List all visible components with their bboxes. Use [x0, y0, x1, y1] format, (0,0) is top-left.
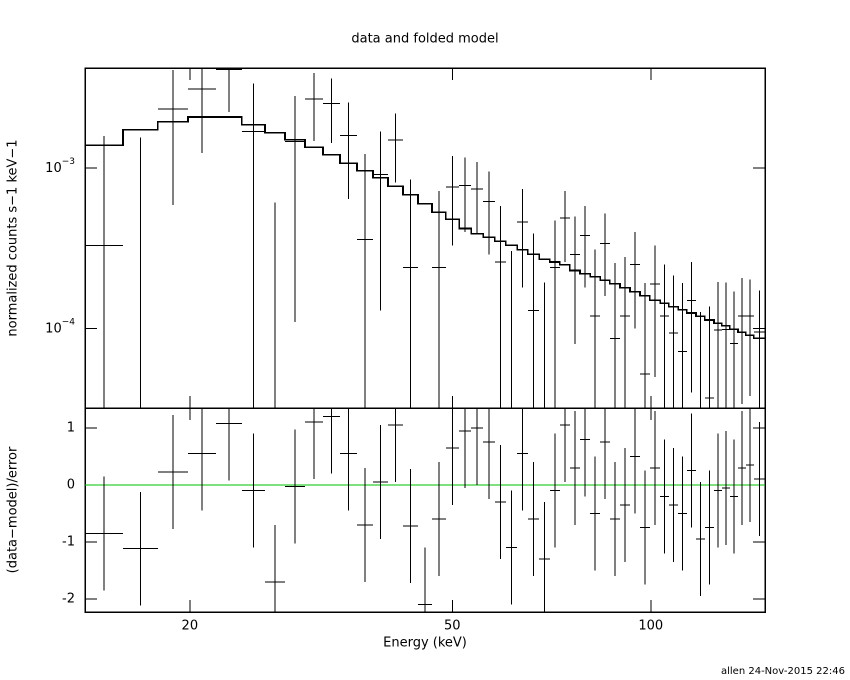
y-tick-label: 10−3 [45, 157, 75, 176]
y-tick-label: -1 [62, 534, 75, 549]
y-tick-exponent: −3 [62, 157, 75, 167]
model-line [85, 116, 765, 340]
y-tick-base: 10 [45, 161, 62, 176]
y-tick-label: 1 [67, 420, 75, 435]
x-tick-label: 100 [638, 619, 663, 634]
x-tick-label: 20 [182, 619, 199, 634]
plot-frame [84, 67, 766, 409]
x-axis-label: Energy (keV) [383, 636, 467, 651]
y-tick-exponent: −4 [62, 317, 76, 327]
x-tick-label: 50 [444, 619, 461, 634]
footer: allen 24-Nov-2015 22:46 [721, 666, 845, 677]
y-tick-label: 10−4 [45, 317, 75, 336]
y-tick-label: 0 [67, 477, 75, 492]
y-tick-base: 10 [45, 321, 62, 336]
data-layer [85, 68, 765, 408]
y-axis-label: normalized counts s−1 keV−1 [6, 139, 21, 336]
y-axis-label: (data−model)/error [6, 446, 21, 573]
y-tick-label: -2 [62, 591, 75, 606]
data-layer [85, 408, 765, 612]
chart-title: data and folded model [351, 32, 498, 47]
